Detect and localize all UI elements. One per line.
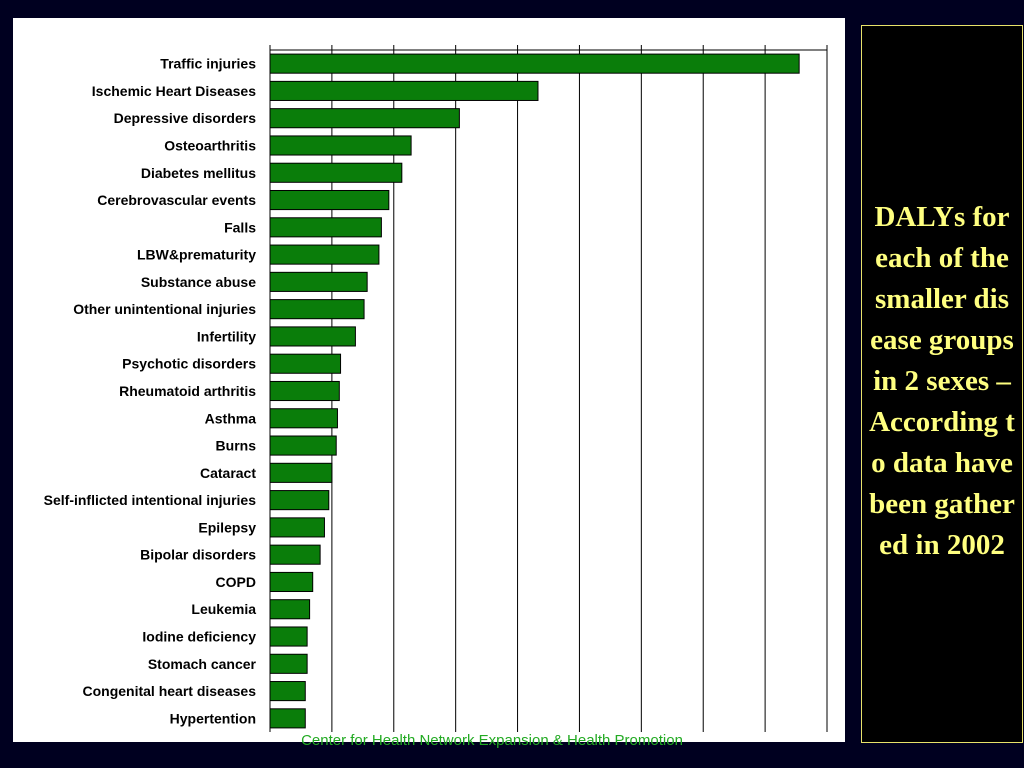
bar-1 <box>269 53 800 74</box>
category-label-17: Self-inflicted intentional injuries <box>44 492 257 508</box>
bar-chart: Traffic injuries Ischemic Heart Diseases D… <box>44 45 828 732</box>
category-label-1: Traffic injuries <box>160 56 256 72</box>
category-label-21: Leukemia <box>191 601 256 617</box>
category-label-24: Congenital heart diseases <box>82 683 256 699</box>
bar-7 <box>269 217 382 238</box>
bar-17 <box>269 490 330 511</box>
category-label-11: Infertility <box>197 328 256 344</box>
bar-18 <box>269 517 325 538</box>
category-label-2: Ischemic Heart Diseases <box>92 83 256 99</box>
bar-6 <box>269 189 390 211</box>
bar-12 <box>269 353 342 374</box>
category-label-15: Burns <box>216 438 257 454</box>
bar-23 <box>269 653 308 674</box>
category-label-23: Stomach cancer <box>148 656 257 672</box>
category-label-14: Asthma <box>205 410 257 426</box>
bar-24 <box>269 681 306 702</box>
bar-2 <box>269 80 539 101</box>
category-label-4: Osteoarthritis <box>164 137 256 153</box>
bar-19 <box>269 544 321 565</box>
bar-16 <box>269 462 333 483</box>
bar-8 <box>269 244 380 265</box>
category-label-19: Bipolar disorders <box>140 547 256 563</box>
chart-panel: Traffic injuries Ischemic Heart Diseases D… <box>13 18 845 742</box>
category-label-13: Rheumatoid arthritis <box>119 383 256 399</box>
bar-4 <box>269 135 412 156</box>
bar-14 <box>269 408 338 429</box>
category-label-16: Cataract <box>200 465 256 481</box>
bar-25 <box>269 708 306 729</box>
category-label-5: Diabetes mellitus <box>141 165 256 181</box>
bar-20 <box>269 571 314 593</box>
bar-22 <box>269 626 308 647</box>
category-label-18: Epilepsy <box>198 519 256 535</box>
category-label-9: Substance abuse <box>141 274 256 290</box>
bar-11 <box>269 326 356 347</box>
bar-15 <box>269 435 337 456</box>
category-label-8: LBW&prematurity <box>137 247 256 263</box>
bar-13 <box>269 380 340 402</box>
bar-9 <box>269 271 368 292</box>
category-label-25: Hypertention <box>170 710 256 726</box>
footer-text: Center for Health Network Expansion & He… <box>301 732 683 749</box>
category-label-12: Psychotic disorders <box>122 356 256 372</box>
bar-5 <box>269 162 403 183</box>
title-box: DALYs for each of the smaller disease gr… <box>861 25 1023 743</box>
category-label-3: Depressive disorders <box>114 110 257 126</box>
slide-title: DALYs for each of the smaller disease gr… <box>869 200 1015 561</box>
category-label-6: Cerebrovascular events <box>97 192 256 208</box>
category-label-20: COPD <box>216 574 256 590</box>
category-label-22: Iodine deficiency <box>142 629 256 645</box>
category-label-7: Falls <box>224 219 256 235</box>
bar-10 <box>269 299 365 320</box>
bar-3 <box>269 108 460 129</box>
category-label-10: Other unintentional injuries <box>73 301 256 317</box>
bar-21 <box>269 599 311 620</box>
